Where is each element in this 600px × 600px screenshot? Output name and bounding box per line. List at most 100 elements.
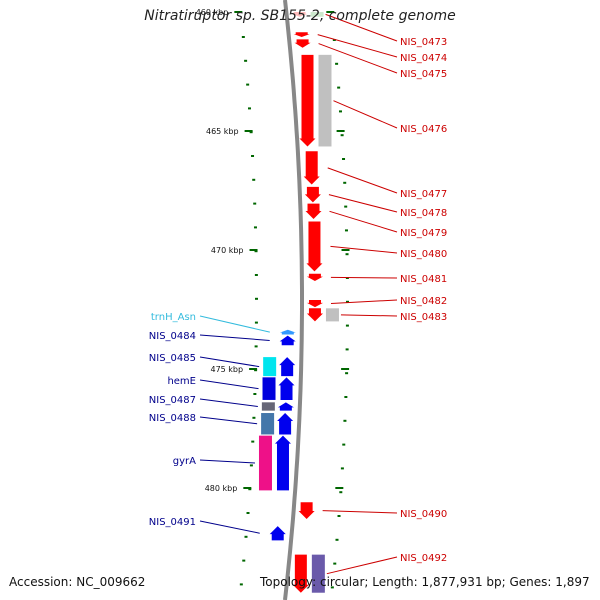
- gene-arrow[interactable]: [277, 413, 294, 435]
- label-leaders: [199, 13, 398, 575]
- gene-label[interactable]: NIS_0475: [400, 69, 447, 80]
- minor-tick: [254, 297, 258, 300]
- major-tick: [341, 368, 350, 370]
- minor-tick: [254, 369, 258, 372]
- minor-tick: [332, 39, 336, 41]
- gene-arrow[interactable]: [279, 357, 296, 377]
- gene-label[interactable]: NIS_0479: [400, 228, 447, 239]
- gene-label[interactable]: NIS_0482: [400, 296, 447, 307]
- gene-arrow[interactable]: [279, 329, 296, 335]
- label-leader: [199, 459, 256, 464]
- minor-tick: [340, 467, 344, 470]
- gene-arrow[interactable]: [306, 308, 323, 322]
- gene-arrow[interactable]: [269, 526, 286, 541]
- gene-arrow[interactable]: [305, 203, 322, 220]
- gene-label[interactable]: NIS_0473: [400, 37, 447, 48]
- gene-arrow[interactable]: [298, 502, 315, 519]
- gene-label[interactable]: NIS_0487: [149, 395, 196, 406]
- minor-tick: [345, 324, 349, 327]
- gene-label[interactable]: NIS_0477: [400, 189, 447, 200]
- minor-tick: [330, 586, 334, 589]
- gene-label[interactable]: NIS_0483: [400, 312, 447, 323]
- scale-ticks: 460 kbp 465 kbp 470 kbp 475 kbp 480 kbp: [196, 8, 350, 493]
- label-leader: [333, 100, 398, 129]
- gene-arrow[interactable]: [274, 435, 291, 491]
- gene-label[interactable]: NIS_0485: [149, 353, 196, 364]
- minor-tick: [251, 440, 255, 443]
- label-leader: [325, 13, 398, 42]
- gene-label[interactable]: NIS_0490: [400, 509, 447, 520]
- gene-label[interactable]: NIS_0474: [400, 53, 447, 64]
- scale-label: 475 kbp: [210, 365, 243, 374]
- gene-label[interactable]: trnH_Asn: [151, 312, 196, 323]
- minor-tick: [335, 62, 339, 65]
- major-tick: [326, 11, 335, 13]
- gene-arrow[interactable]: [278, 377, 295, 400]
- cog-bar: [310, 12, 324, 17]
- minor-tick: [343, 419, 347, 422]
- map-title: Nitratiruptor sp. SB155-2, complete geno…: [144, 8, 456, 24]
- minor-tick-marks: [239, 36, 349, 589]
- scale-label: 465 kbp: [206, 127, 239, 136]
- gene-arrow[interactable]: [293, 32, 310, 37]
- minor-tick: [337, 86, 341, 89]
- minor-tick: [345, 348, 349, 351]
- label-leader: [199, 356, 260, 368]
- gene-label[interactable]: NIS_0478: [400, 208, 447, 219]
- minor-tick: [252, 178, 256, 181]
- minor-tick: [253, 226, 257, 229]
- gene-arrow[interactable]: [306, 273, 323, 281]
- minor-tick: [239, 583, 243, 586]
- cog-bar: [262, 377, 276, 400]
- minor-tick: [339, 491, 343, 494]
- gene-arrow[interactable]: [292, 554, 309, 593]
- major-tick: [234, 11, 243, 13]
- label-leader: [330, 276, 398, 279]
- gene-arrow[interactable]: [294, 39, 311, 48]
- minor-tick: [246, 83, 250, 86]
- gene-arrow[interactable]: [279, 335, 296, 346]
- gene-arrow[interactable]: [303, 151, 320, 185]
- label-leader: [328, 194, 398, 213]
- label-leader: [326, 556, 398, 575]
- gene-label[interactable]: hemE: [167, 376, 196, 387]
- minor-tick: [337, 515, 341, 517]
- minor-tick: [242, 559, 246, 562]
- minor-tick: [338, 110, 342, 113]
- gene-arrow[interactable]: [277, 402, 294, 411]
- gene-label[interactable]: NIS_0491: [149, 517, 196, 528]
- gene-label[interactable]: NIS_0480: [400, 249, 447, 260]
- label-leader: [322, 510, 398, 514]
- topology-text: Topology: circular; Length: 1,877,931 bp…: [260, 575, 590, 589]
- minor-tick: [246, 512, 250, 514]
- major-tick: [335, 487, 344, 489]
- minor-tick: [343, 181, 347, 184]
- scale-label: 460 kbp: [196, 8, 229, 17]
- major-tick: [249, 249, 258, 251]
- label-leader: [199, 416, 258, 425]
- gene-arrow[interactable]: [291, 12, 308, 17]
- minor-tick: [345, 300, 349, 303]
- label-leader: [318, 43, 398, 74]
- label-leader: [340, 314, 398, 317]
- gene-arrow[interactable]: [304, 186, 321, 203]
- gene-label[interactable]: gyrA: [173, 456, 196, 467]
- major-tick: [243, 487, 252, 489]
- gene-arrow[interactable]: [299, 54, 316, 147]
- gene-arrow[interactable]: [306, 221, 323, 272]
- minor-tick: [333, 562, 337, 565]
- gene-label[interactable]: NIS_0476: [400, 124, 447, 135]
- gene-arrow[interactable]: [306, 299, 323, 308]
- gene-label[interactable]: NIS_0488: [149, 413, 196, 424]
- label-leader: [327, 167, 398, 194]
- gene-label[interactable]: NIS_0484: [149, 331, 196, 342]
- scale-label: 480 kbp: [205, 484, 238, 493]
- cog-bar: [325, 308, 339, 322]
- gene-label[interactable]: NIS_0481: [400, 274, 447, 285]
- cog-bar: [263, 357, 277, 377]
- gene-label[interactable]: NIS_0492: [400, 553, 447, 564]
- label-leader: [199, 315, 270, 333]
- minor-tick: [254, 250, 258, 253]
- minor-tick: [248, 488, 252, 491]
